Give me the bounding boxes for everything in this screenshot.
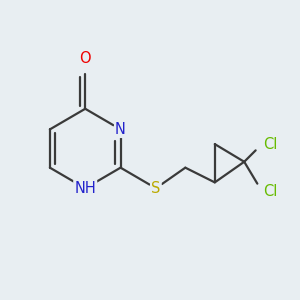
Text: Cl: Cl xyxy=(263,184,278,199)
Text: S: S xyxy=(151,181,160,196)
Text: N: N xyxy=(115,122,126,137)
Text: Cl: Cl xyxy=(263,136,278,152)
Text: O: O xyxy=(80,51,91,66)
Text: NH: NH xyxy=(74,181,96,196)
